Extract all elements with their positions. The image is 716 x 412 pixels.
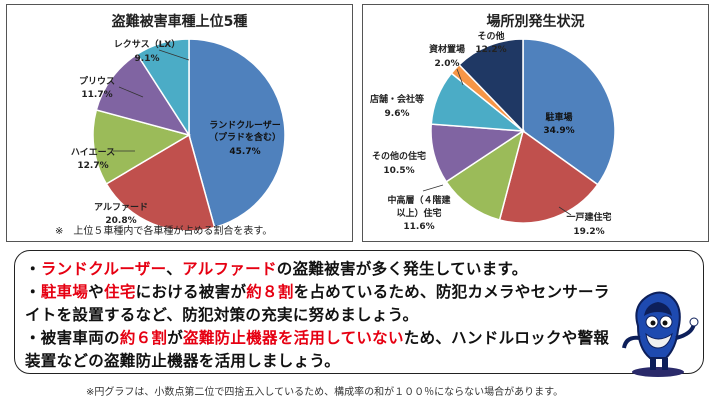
highlight-60-percent: 約６割 [119,329,168,347]
leader-line [558,206,572,216]
label-hiace: ハイエース [71,147,115,158]
pie-slice [136,38,190,138]
label-highrise-pct: 11.6% [403,222,434,232]
left-chart-title: 盗難被害車種上位5種 [111,14,248,30]
highlight-alphard: アルファード [182,260,277,278]
label-hiace-pct: 12.7% [77,161,108,171]
label-landcruiser-sub: （プラドを含む） [209,131,281,143]
label-parking: 駐車場 [545,111,572,123]
footnote: ※円グラフは、小数点第二位で四捨五入しているため、構成率の和が１００％にならない… [86,387,564,398]
pie-slice [105,133,216,232]
leader-line [158,49,190,61]
advice-line-5: 装置などの盗難防止機器を活用しましょう。 [25,349,340,371]
advice-line-1: ・ランドクルーザー、アルファードの盗難被害が多く発生しています。 [25,257,528,279]
pie-slice [498,129,599,224]
text: ため、ハンドルロックや警報 [403,329,610,347]
label-alphard-pct: 20.8% [105,216,136,226]
label-highrise: 中高層（４階建 [387,194,451,206]
text: における被害が [135,283,247,301]
text: を占めているため、防犯カメラやセンサーラ [293,283,610,301]
text: の盗難被害が多く発生しています。 [276,260,528,278]
label-lexus-pct: 9.1% [135,54,160,64]
advice-line-2: ・駐車場や住宅における被害が約８割を占めているため、防犯カメラやセンサーラ [25,280,610,302]
label-material-yard-pct: 2.0% [435,59,460,69]
right-chart-title: 場所別発生状況 [486,14,585,30]
text: が [167,329,184,347]
pie-slice [458,38,524,133]
label-shop-pct: 9.6% [385,109,410,119]
highlight-landcruiser: ランドクルーザー [40,260,167,278]
leader-line [118,86,144,98]
label-lexus: レクサス（LX） [114,39,181,50]
text: ・被害車両の [25,329,120,347]
text: 装置などの盗難防止機器を活用しましょう。 [25,352,341,370]
label-others-pct: 12.2% [475,45,506,55]
label-other-house-pct: 10.5% [383,166,414,176]
police-mascot-illustration [622,291,699,377]
label-material-yard: 資材置場 [429,43,465,55]
label-highrise-sub: 以上）住宅 [396,207,441,219]
right-pie-chart: 駐車場 34.9% 一戸建住宅 19.2% 中高層（４階建 以上）住宅 11.6… [370,30,616,237]
left-chart-note: ※ 上位５車種内で各車種が占める割合を表す。 [55,226,273,237]
right-chart-panel: 場所別発生状況 駐車場 34.9% 一戸建住宅 19.2% 中高層（４階建 以上… [362,4,709,242]
bullet: ・ [25,260,41,278]
label-others: その他 [477,30,504,42]
label-house-pct: 19.2% [573,227,604,237]
label-alphard: アルファード [94,202,148,213]
label-prius: プリウス [79,75,115,87]
highlight-80-percent: 約８割 [246,283,294,301]
pie-slice [188,38,286,229]
label-landcruiser: ランドクルーザー [209,120,281,131]
text: や [88,283,105,301]
label-other-house: その他の住宅 [372,150,426,162]
left-pie-chart: ランドクルーザー （プラドを含む） 45.7% アルファード 20.8% ハイエ… [71,38,286,232]
bullet: ・ [25,283,41,301]
left-chart-panel: 盗難被害車種上位5種 ランドクルーザー （プラドを含む） 45.7% アルファー… [6,4,353,242]
pie-slice [445,129,525,221]
highlight-parking: 駐車場 [40,283,89,301]
pie-slice [92,109,191,185]
label-house: 一戸建住宅 [566,211,611,223]
label-parking-pct: 34.9% [543,126,574,136]
highlight-housing: 住宅 [104,283,136,301]
text: 、 [166,260,183,278]
advice-line-4: ・被害車両の約６割が盗難防止機器を活用していないため、ハンドルロックや警報 [25,326,609,348]
pie-slice [95,53,191,137]
label-shop: 店舗・会社等 [370,93,424,105]
label-prius-pct: 11.7% [81,90,112,100]
leader-line [456,68,464,86]
advice-line-3: イトを設置するなど、防犯対策の充実に努めましょう。 [25,303,418,325]
highlight-no-antitheft: 盗難防止機器を活用していない [183,329,404,347]
pie-slice [522,38,616,186]
advice-box: ・ランドクルーザー、アルファードの盗難被害が多く発生しています。 ・駐車場や住宅… [14,250,704,374]
leader-line [422,184,444,192]
text: イトを設置するなど、防犯対策の充実に努めましょう。 [25,306,419,324]
label-landcruiser-pct: 45.7% [229,147,260,157]
